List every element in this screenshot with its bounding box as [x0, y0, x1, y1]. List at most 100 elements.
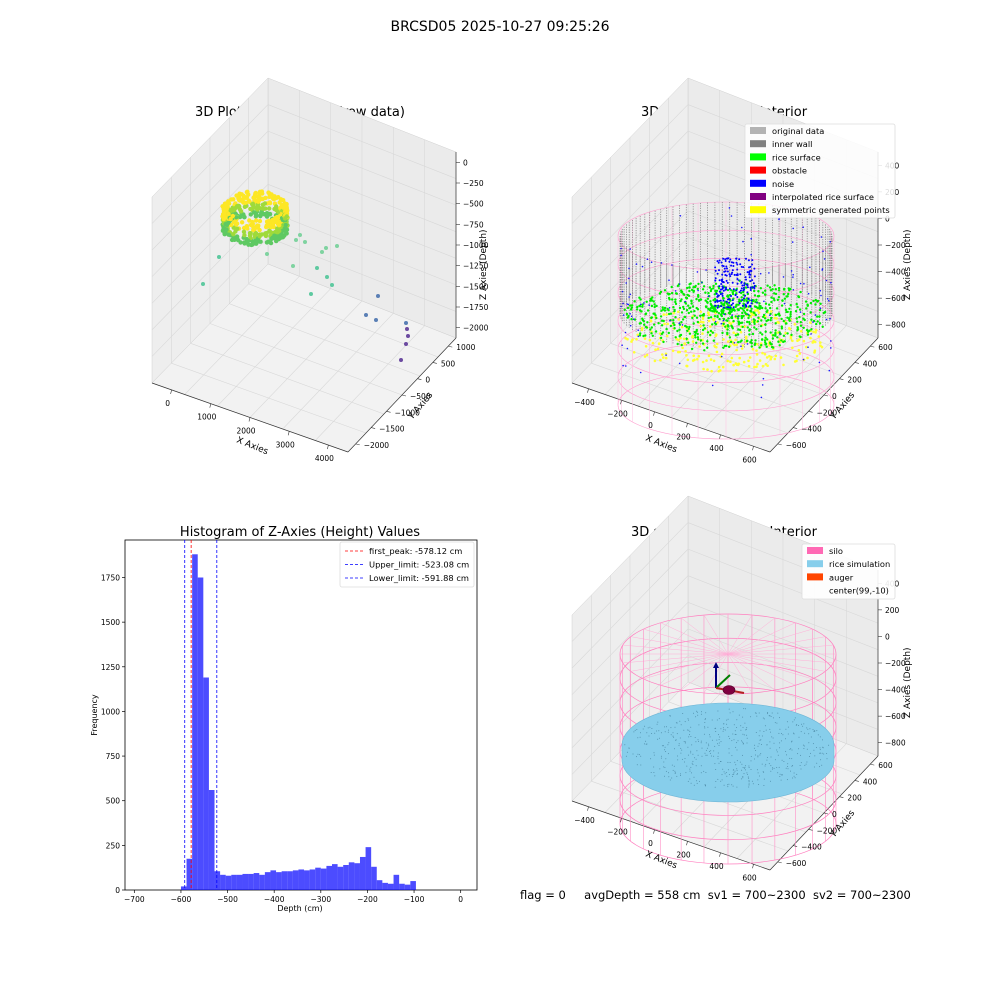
rice-mesh-point	[696, 782, 698, 784]
noise-point	[679, 215, 682, 217]
y-tick-label: 500	[106, 797, 121, 806]
noise-point	[725, 288, 728, 291]
rice-mesh-point	[639, 736, 641, 738]
rice-mesh-point	[695, 765, 697, 767]
data-point	[260, 206, 265, 211]
symmetric-point	[732, 331, 735, 335]
rice-mesh-point	[668, 776, 670, 778]
noise-point	[743, 284, 746, 287]
rice-surface-point	[693, 314, 696, 317]
rice-mesh-point	[700, 772, 702, 774]
rice-mesh-point	[726, 719, 728, 721]
rice-surface-point	[757, 316, 760, 319]
legend-label: symmetric generated points	[772, 205, 890, 215]
x-tick-label: −300	[311, 895, 332, 904]
x-tick	[620, 818, 622, 823]
rice-mesh-point	[770, 716, 772, 717]
rice-mesh-point	[736, 749, 738, 751]
rice-surface-point	[745, 340, 749, 343]
rice-mesh-point	[736, 760, 738, 762]
rice-mesh-point	[781, 774, 782, 776]
rice-surface-point	[776, 336, 779, 339]
y-tick-label: 0	[425, 376, 430, 385]
roof-wire	[727, 636, 826, 655]
rice-mesh-point	[658, 730, 660, 732]
data-point	[285, 208, 290, 213]
noise-point	[628, 267, 630, 270]
rice-surface-point	[707, 291, 710, 295]
noise-point	[668, 279, 670, 282]
rice-mesh-point	[669, 715, 671, 717]
rice-surface-point	[685, 309, 689, 312]
classify-plot-xlabel: X Axies	[644, 434, 679, 456]
rice-surface-point	[768, 286, 772, 289]
rice-surface-point	[654, 314, 657, 317]
rice-mesh-point	[671, 777, 673, 779]
noise-point	[722, 257, 725, 260]
noise-point	[620, 305, 622, 308]
histogram-bar	[410, 881, 416, 890]
legend-swatch	[807, 573, 823, 581]
noise-point	[750, 253, 752, 256]
noise-point	[782, 276, 785, 278]
rice-mesh-point	[718, 742, 720, 744]
rice-mesh-point	[746, 734, 748, 736]
rice-surface-point	[711, 331, 714, 334]
rice-surface-point	[630, 318, 633, 321]
rice-mesh-point	[638, 754, 640, 756]
rice-mesh-point	[723, 729, 725, 730]
rice-surface-point	[812, 299, 815, 303]
rice-mesh-point	[679, 737, 681, 739]
rice-surface-point	[707, 316, 710, 320]
rice-mesh-point	[677, 755, 678, 757]
symmetric-point	[701, 360, 705, 364]
rice-mesh-point	[750, 756, 752, 757]
rice-surface-point	[809, 301, 813, 305]
noise-point	[746, 343, 749, 345]
symmetric-point	[755, 365, 758, 369]
rice-mesh-point	[736, 774, 738, 775]
symmetric-point	[758, 359, 762, 362]
flag-text: flag = 0	[520, 888, 566, 902]
data-point	[233, 205, 239, 210]
rice-mesh-point	[786, 754, 787, 756]
noise-point	[741, 284, 744, 287]
symmetric-point	[665, 313, 668, 316]
symmetric-point	[741, 344, 745, 347]
x-tick-label: −200	[607, 409, 628, 418]
outlier-point	[330, 283, 334, 287]
noise-point	[736, 268, 739, 271]
data-point	[234, 215, 239, 220]
rice-mesh-point	[695, 758, 697, 760]
y-tick-label: 600	[878, 343, 893, 352]
rice-mesh-point	[700, 740, 702, 742]
rice-surface-point	[736, 308, 739, 311]
symmetric-point	[791, 339, 794, 343]
symmetric-point	[657, 342, 661, 346]
rice-surface-point	[746, 320, 749, 324]
rice-surface-point	[778, 344, 781, 347]
rice-surface-point	[774, 288, 777, 291]
noise-point	[737, 279, 740, 282]
rice-mesh-point	[690, 752, 692, 754]
rice-mesh-point	[661, 745, 663, 747]
symmetric-point	[683, 342, 686, 346]
data-point	[224, 222, 230, 227]
symmetric-point	[632, 351, 636, 354]
symmetric-point	[799, 330, 803, 333]
rice-mesh-point	[709, 736, 711, 738]
noise-point	[665, 354, 667, 356]
rice-surface-point	[732, 307, 735, 311]
rice-surface-point	[709, 302, 712, 306]
rice-mesh-point	[736, 719, 738, 721]
symmetric-point	[699, 324, 703, 328]
x-tick-label: −500	[217, 895, 238, 904]
rice-surface-point	[669, 312, 673, 315]
rice-surface-point	[673, 327, 676, 330]
histogram-bar	[332, 864, 338, 890]
rice-mesh-point	[740, 778, 742, 780]
rice-surface-point	[805, 307, 808, 310]
noise-point	[684, 300, 686, 303]
noise-point	[799, 282, 802, 285]
rice-surface-point	[806, 303, 809, 306]
